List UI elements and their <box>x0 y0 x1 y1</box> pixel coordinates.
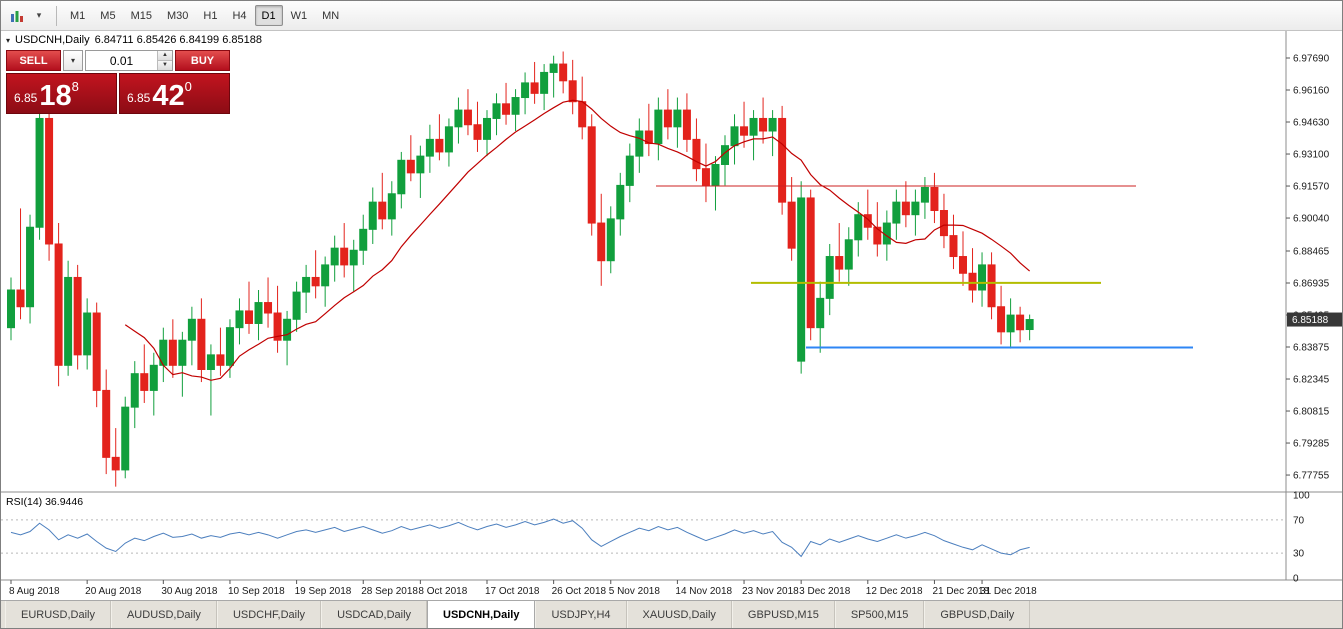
chart-tab-eurusd-daily[interactable]: EURUSD,Daily <box>5 601 111 628</box>
chart-type-dropdown[interactable]: ▾ <box>28 5 50 27</box>
ask-price-prefix: 6.85 <box>127 91 151 105</box>
svg-text:6.90040: 6.90040 <box>1293 214 1330 225</box>
one-click-collapse-icon[interactable]: ▾ <box>6 35 11 45</box>
timeframe-button-d1[interactable]: D1 <box>254 5 283 26</box>
trade-panel-quotes: 6.85 18 8 6.85 42 0 <box>6 73 230 114</box>
timeframe-button-m15[interactable]: M15 <box>130 9 152 22</box>
svg-text:10 Sep 2018: 10 Sep 2018 <box>228 586 285 597</box>
svg-text:6.96160: 6.96160 <box>1293 86 1330 97</box>
rsi-label: RSI(14) 36.9446 <box>6 496 83 508</box>
svg-text:100: 100 <box>1293 491 1310 502</box>
chart-tab-gbpusd-m15[interactable]: GBPUSD,M15 <box>731 601 835 628</box>
toolbar: ▾ M1 M5 M15 M30 H1 H4 D1 W1 MN <box>1 1 1342 31</box>
chevron-down-icon: ▾ <box>36 10 42 20</box>
order-type-dropdown[interactable]: ▾ <box>63 50 83 71</box>
spinner-down-icon[interactable]: ▼ <box>158 61 172 70</box>
svg-text:14 Nov 2018: 14 Nov 2018 <box>675 586 732 597</box>
timeframe-button-m1[interactable]: M1 <box>70 9 86 22</box>
sell-button[interactable]: SELL <box>6 50 61 71</box>
chart-symbol-period: USDCNH,Daily <box>15 34 90 46</box>
ask-price-big: 42 <box>152 80 185 112</box>
timeframe-button-mn[interactable]: MN <box>322 9 340 22</box>
bid-price-prefix: 6.85 <box>14 91 38 105</box>
price-axis: 6.97690 6.96160 6.94630 6.93100 6.91570 6.900… <box>1286 54 1330 482</box>
lot-size-stepper: ▲ ▼ <box>157 51 172 70</box>
bid-quote-box[interactable]: 6.85 18 8 <box>6 73 117 114</box>
svg-text:28 Sep 2018: 28 Sep 2018 <box>361 586 418 597</box>
timeframe-buttons: M1 M5 M15 M30 H1 H4 D1 W1 MN <box>63 5 346 26</box>
current-price-badge: 6.85188 <box>1287 312 1342 327</box>
date-axis: 8 Aug 2018 20 Aug 2018 30 Aug 2018 10 Sep 2… <box>9 580 1037 597</box>
rsi-line <box>10 518 1030 558</box>
spinner-up-icon[interactable]: ▲ <box>158 51 172 61</box>
rsi-panel: 100 70 30 0 RSI(14) 36.9446 <box>1 491 1310 585</box>
chart-tab-usdjpy-h4[interactable]: USDJPY,H4 <box>535 601 627 628</box>
chart-tab-usdchf-daily[interactable]: USDCHF,Daily <box>216 601 322 628</box>
svg-text:70: 70 <box>1293 515 1305 526</box>
buy-button[interactable]: BUY <box>175 50 230 71</box>
charts-icon[interactable] <box>6 5 28 27</box>
chart-tab-sp500-m15[interactable]: SP500,M15 <box>834 601 925 628</box>
chart-tabs-bar: EURUSD,Daily AUDUSD,Daily USDCHF,Daily USDC… <box>1 600 1342 628</box>
svg-text:23 Nov 2018: 23 Nov 2018 <box>742 586 799 597</box>
chart-tab-xauusd-daily[interactable]: XAUUSD,Daily <box>626 601 732 628</box>
timeframe-button-w1[interactable]: W1 <box>290 9 308 22</box>
svg-text:6.94630: 6.94630 <box>1293 118 1330 129</box>
svg-text:6.79285: 6.79285 <box>1293 439 1330 450</box>
one-click-trading-panel: SELL ▾ 0.01 ▲ ▼ BUY 6.85 18 8 <box>6 50 230 114</box>
svg-text:6.83875: 6.83875 <box>1293 343 1330 354</box>
svg-text:8 Oct 2018: 8 Oct 2018 <box>418 586 467 597</box>
chart-tab-audusd-daily[interactable]: AUDUSD,Daily <box>110 601 217 628</box>
chart-tab-usdcad-daily[interactable]: USDCAD,Daily <box>321 601 428 628</box>
lot-size-value[interactable]: 0.01 <box>109 53 134 68</box>
svg-text:6.82345: 6.82345 <box>1293 375 1330 386</box>
svg-text:17 Oct 2018: 17 Oct 2018 <box>485 586 540 597</box>
svg-text:6.80815: 6.80815 <box>1293 407 1330 418</box>
timeframe-button-h1[interactable]: H1 <box>203 9 218 22</box>
svg-text:19 Sep 2018: 19 Sep 2018 <box>295 586 352 597</box>
timeframe-button-m5[interactable]: M5 <box>100 9 116 22</box>
horizontal-lines[interactable] <box>656 185 1193 349</box>
candles <box>7 51 1034 487</box>
svg-text:6.93100: 6.93100 <box>1293 150 1330 161</box>
svg-text:8 Aug 2018: 8 Aug 2018 <box>9 586 60 597</box>
chevron-down-icon: ▾ <box>70 56 75 65</box>
svg-text:3 Dec 2018: 3 Dec 2018 <box>799 586 851 597</box>
timeframe-button-h4[interactable]: H4 <box>232 9 247 22</box>
svg-text:5 Nov 2018: 5 Nov 2018 <box>609 586 661 597</box>
toolbar-separator <box>56 5 57 26</box>
svg-text:31 Dec 2018: 31 Dec 2018 <box>980 586 1037 597</box>
svg-text:12 Dec 2018: 12 Dec 2018 <box>866 586 923 597</box>
svg-text:6.91570: 6.91570 <box>1293 182 1330 193</box>
ask-quote-box[interactable]: 6.85 42 0 <box>119 73 230 114</box>
svg-text:6.77755: 6.77755 <box>1293 471 1330 482</box>
svg-text:6.97690: 6.97690 <box>1293 54 1330 65</box>
trade-panel-controls: SELL ▾ 0.01 ▲ ▼ BUY <box>6 50 230 71</box>
svg-text:21 Dec 2018: 21 Dec 2018 <box>932 586 989 597</box>
chart-ohlc-values: 6.84711 6.85426 6.84199 6.85188 <box>94 34 262 46</box>
svg-text:30 Aug 2018: 30 Aug 2018 <box>161 586 218 597</box>
chart-tab-usdcnh-daily[interactable]: USDCNH,Daily <box>427 601 536 628</box>
ask-price-sup: 0 <box>184 79 192 94</box>
svg-text:26 Oct 2018: 26 Oct 2018 <box>552 586 607 597</box>
timeframe-button-m30[interactable]: M30 <box>166 9 189 22</box>
moving-average-line <box>124 99 1031 381</box>
svg-text:30: 30 <box>1293 549 1305 560</box>
svg-text:6.85188: 6.85188 <box>1292 315 1329 326</box>
bid-price-sup: 8 <box>71 79 79 94</box>
svg-text:0: 0 <box>1293 574 1299 585</box>
charts-icon-glyph <box>11 10 23 22</box>
chart-title: ▾ USDCNH,Daily 6.84711 6.85426 6.84199 6… <box>6 34 262 46</box>
lot-size-input[interactable]: 0.01 ▲ ▼ <box>85 50 173 71</box>
bid-price-big: 18 <box>39 80 72 112</box>
svg-text:6.88465: 6.88465 <box>1293 246 1330 257</box>
chart-tab-gbpusd-daily[interactable]: GBPUSD,Daily <box>924 601 1031 628</box>
svg-text:6.86935: 6.86935 <box>1293 278 1330 289</box>
chart-area: 6.97690 6.96160 6.94630 6.93100 6.91570 6.900… <box>1 31 1342 600</box>
svg-text:20 Aug 2018: 20 Aug 2018 <box>85 586 142 597</box>
price-chart: 6.97690 6.96160 6.94630 6.93100 6.91570 6.900… <box>1 31 1342 597</box>
